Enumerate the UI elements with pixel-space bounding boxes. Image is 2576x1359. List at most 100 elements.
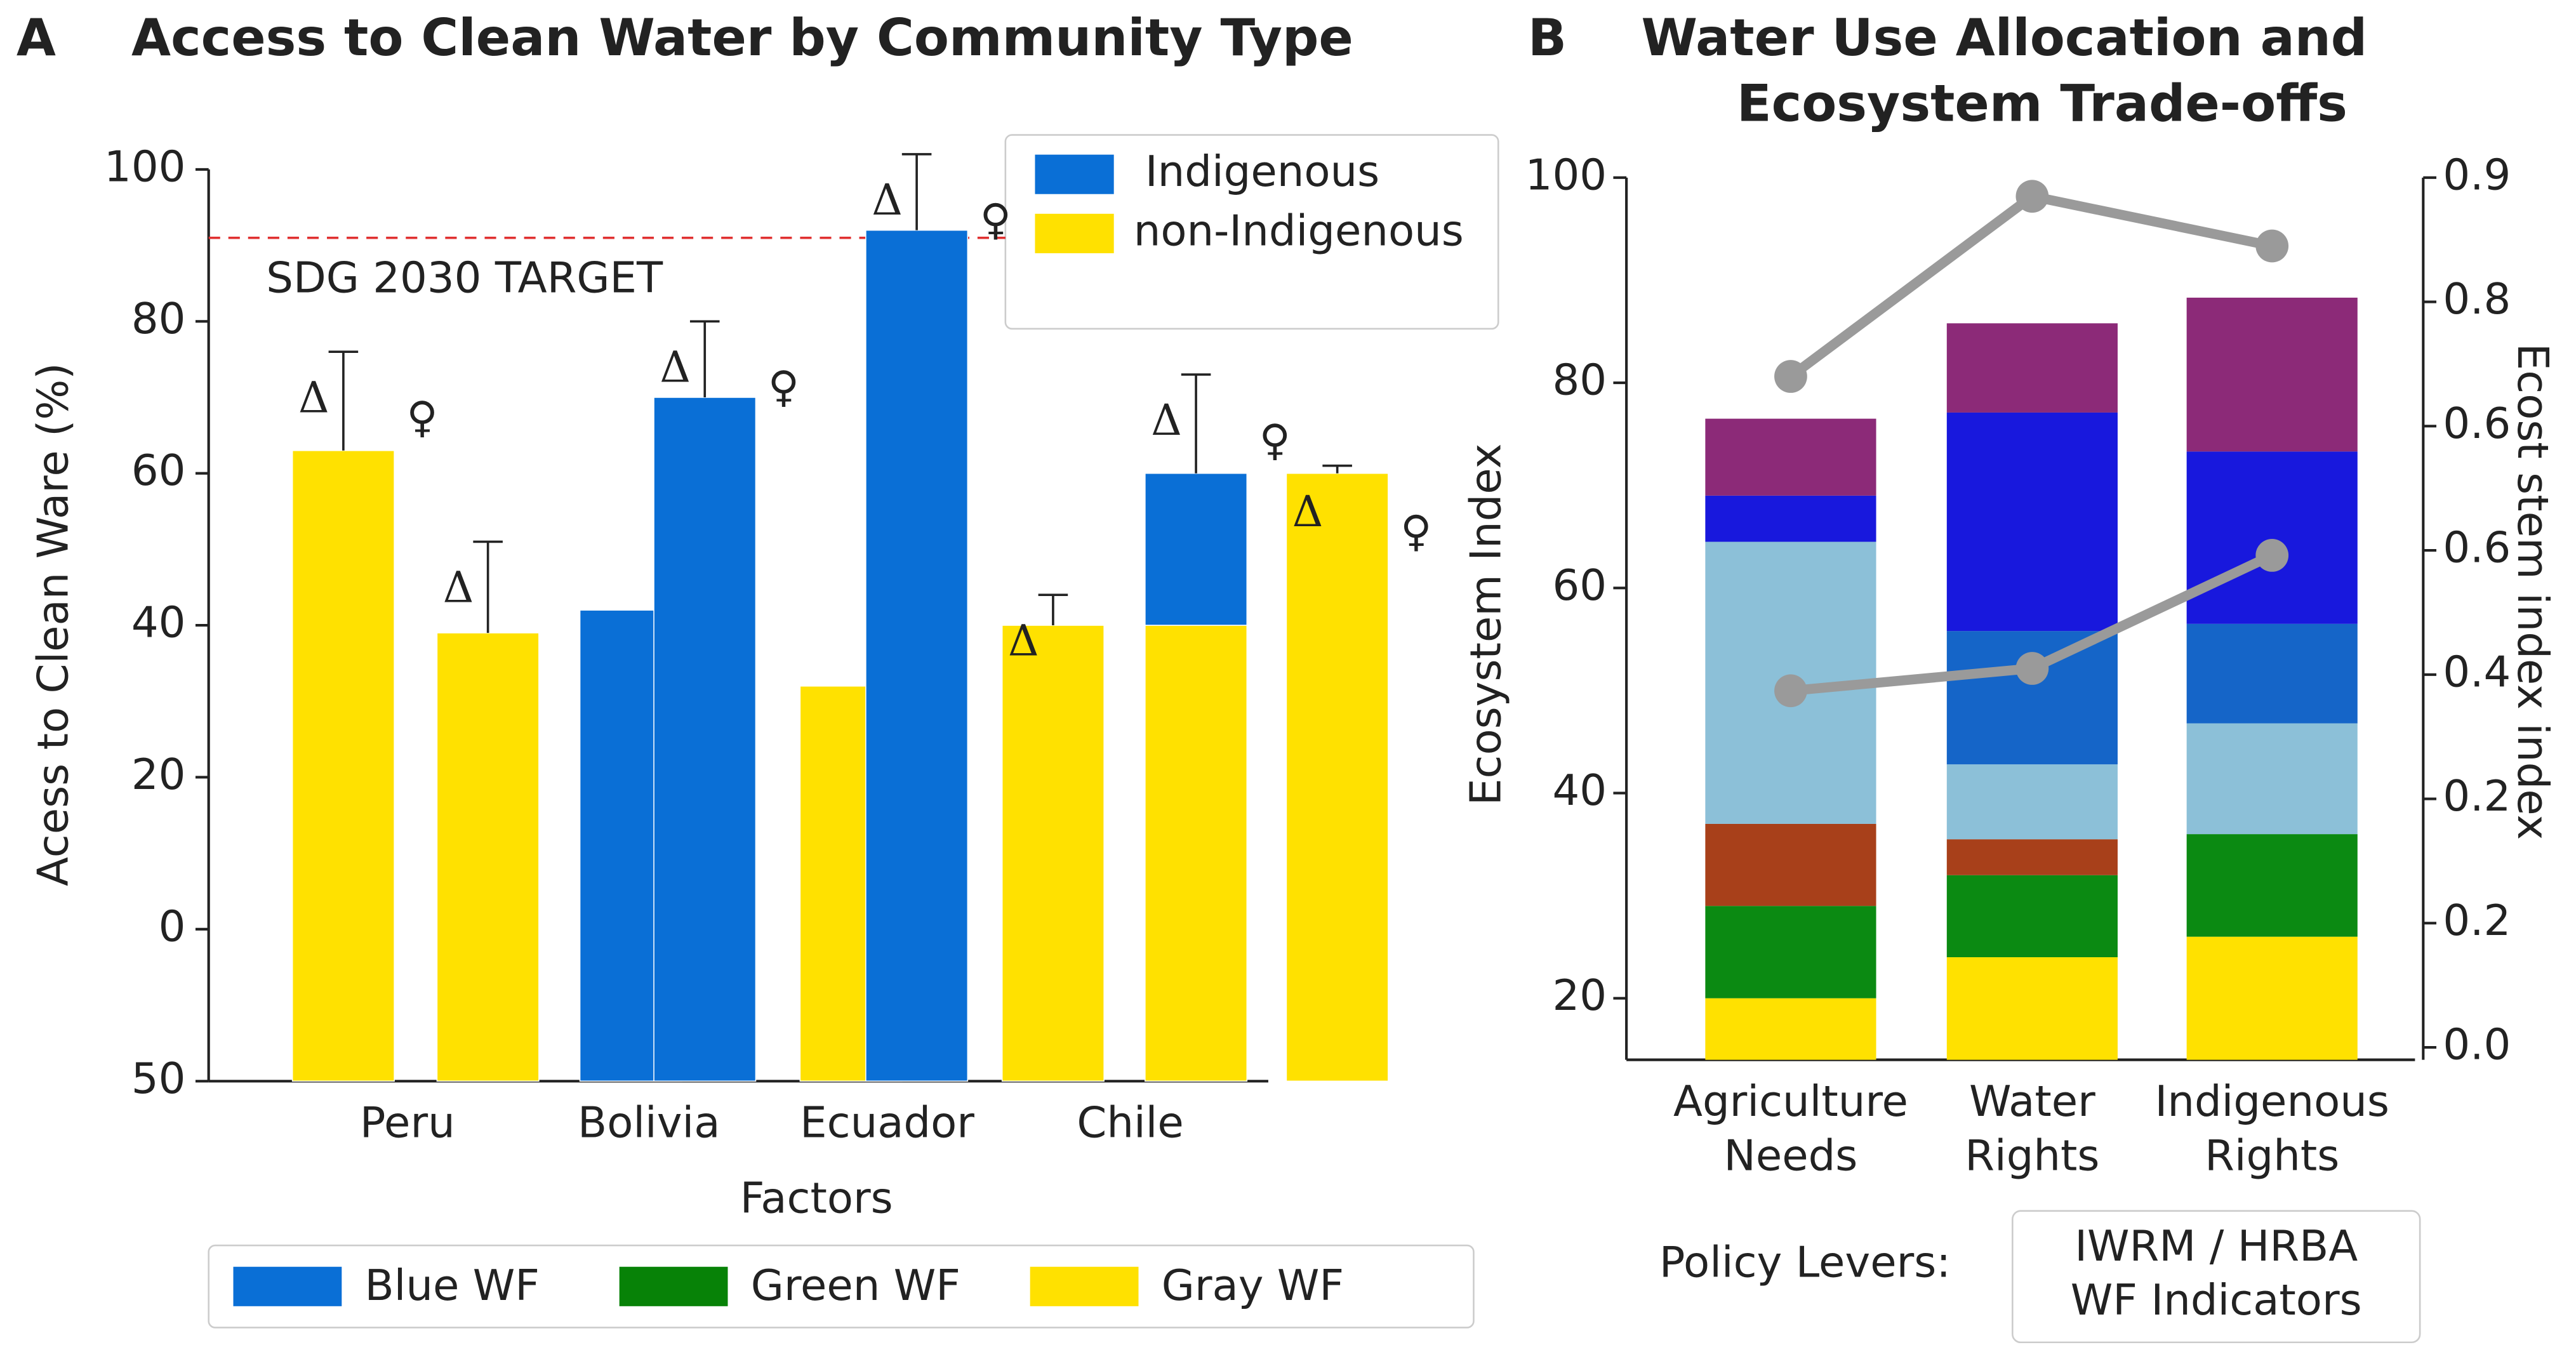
y-tick-label: 60	[1552, 560, 1607, 610]
footer-box	[2012, 1210, 2421, 1344]
chart-title: Ecosystem Trade-offs	[1737, 74, 2347, 133]
x-tick-label: Rights	[1965, 1130, 2099, 1180]
y-tick-label: 0	[159, 901, 186, 951]
annotation: Δ	[660, 342, 691, 392]
y-tick-label: 100	[104, 142, 185, 191]
y-tick-label: 60	[131, 446, 186, 495]
bar	[291, 450, 395, 1082]
x-tick-label: Needs	[1724, 1130, 1858, 1180]
x-tick-label: Water	[1969, 1077, 2095, 1126]
bar	[1285, 472, 1389, 1082]
y-tick-label: 100	[1525, 150, 1607, 199]
y2-tick-label: 0.8	[2443, 274, 2511, 324]
y2-tick-label: 0.4	[2443, 647, 2511, 696]
y-tick-label: 80	[131, 294, 186, 343]
y-tick-label: 80	[1552, 355, 1607, 405]
footer-box-text: IWRM / HRBA	[2075, 1221, 2358, 1271]
bar-segment	[1946, 875, 2118, 958]
y-axis-label: Acess to Clean Ware (%)	[29, 362, 78, 886]
legend-label: Blue WF	[365, 1261, 540, 1310]
y2-axis-label: Ecost stem index index	[2508, 343, 2558, 840]
legend-label: Indigenous	[1145, 147, 1379, 196]
annotation: ♀	[407, 392, 438, 442]
bar-segment	[1946, 323, 2118, 413]
line-marker	[1774, 360, 1807, 393]
legend-swatch	[1035, 213, 1114, 253]
legend-label: Gray WF	[1162, 1261, 1344, 1310]
bar-segment	[1946, 631, 2118, 765]
y2-tick-label: 0.9	[2443, 150, 2511, 199]
legend-swatch	[233, 1266, 342, 1306]
y-tick-label: 50	[131, 1054, 186, 1103]
target-label: SDG 2030 TARGET	[266, 253, 663, 302]
annotation: Δ	[1151, 395, 1182, 445]
y2-tick-label: 0.2	[2443, 771, 2511, 821]
y-axis-label: Ecosystem Index	[1461, 444, 1510, 805]
x-axis-label: Factors	[740, 1174, 893, 1223]
legend-box	[1004, 134, 1499, 330]
chart-title: Access to Clean Water by Community Type	[131, 8, 1353, 67]
line-marker	[2015, 652, 2049, 685]
line-marker	[2255, 539, 2289, 572]
bar-segment	[1946, 839, 2118, 875]
annotation: ♀	[768, 362, 799, 412]
annotation: Δ	[443, 563, 474, 613]
footer-box-text: WF Indicators	[2071, 1275, 2362, 1325]
panel-label: A	[17, 8, 56, 67]
chart-title: Water Use Allocation and	[1641, 8, 2367, 67]
bar-segment	[2186, 834, 2358, 937]
bar	[653, 397, 757, 1082]
annotation: Δ	[1008, 616, 1039, 665]
legend-label: non-Indigenous	[1134, 206, 1464, 255]
legend-swatch	[1030, 1266, 1139, 1306]
bar-segment	[2186, 936, 2358, 1060]
x-tick-label: Chile	[1077, 1098, 1183, 1148]
bar-segment	[2186, 623, 2358, 724]
bar	[1145, 472, 1248, 626]
legend-label: Green WF	[751, 1261, 960, 1310]
x-tick-label: Agriculture	[1673, 1077, 1908, 1126]
bar-segment	[1705, 418, 1876, 496]
bar	[865, 229, 969, 1082]
bar-segment	[1946, 412, 2118, 632]
panel-label: B	[1528, 8, 1567, 67]
y-tick-label: 20	[1552, 971, 1607, 1020]
bar	[436, 632, 540, 1082]
y-tick-label: 20	[131, 750, 186, 799]
x-tick-label: Indigenous	[2155, 1077, 2389, 1126]
bar-segment	[2186, 723, 2358, 835]
y2-tick-label: 0.2	[2443, 896, 2511, 945]
bar-segment	[1946, 764, 2118, 840]
annotation: ♀	[1400, 507, 1431, 556]
annotation: Δ	[1292, 487, 1324, 536]
bar	[1001, 625, 1105, 1082]
annotation: Δ	[298, 373, 329, 422]
line-marker	[1774, 674, 1807, 708]
bar-segment	[2186, 451, 2358, 624]
legend-swatch	[619, 1266, 728, 1306]
line-marker	[2255, 229, 2289, 263]
bar-segment	[1705, 823, 1876, 906]
x-tick-label: Ecuador	[800, 1098, 974, 1148]
footer-legend-box	[208, 1244, 1475, 1329]
x-tick-label: Rights	[2205, 1130, 2339, 1180]
annotation: Δ	[872, 175, 903, 225]
x-tick-label: Bolivia	[578, 1098, 720, 1148]
y2-tick-label: 0.6	[2443, 399, 2511, 448]
legend-swatch	[1035, 154, 1114, 194]
x-tick-label: Peru	[360, 1098, 455, 1148]
footer-label: Policy Levers:	[1659, 1238, 1951, 1287]
bar-segment	[2186, 297, 2358, 452]
y-tick-label: 40	[131, 598, 186, 647]
bar-segment	[1946, 957, 2118, 1060]
bar-segment	[1705, 998, 1876, 1060]
annotation: ♀	[1259, 415, 1291, 465]
bar	[1145, 625, 1248, 1082]
y-tick-label: 40	[1552, 766, 1607, 815]
y2-tick-label: 0.6	[2443, 523, 2511, 573]
annotation: ♀	[980, 195, 1011, 244]
bar-segment	[1705, 495, 1876, 542]
bar-segment	[1705, 906, 1876, 998]
y2-tick-label: 0.0	[2443, 1020, 2511, 1070]
